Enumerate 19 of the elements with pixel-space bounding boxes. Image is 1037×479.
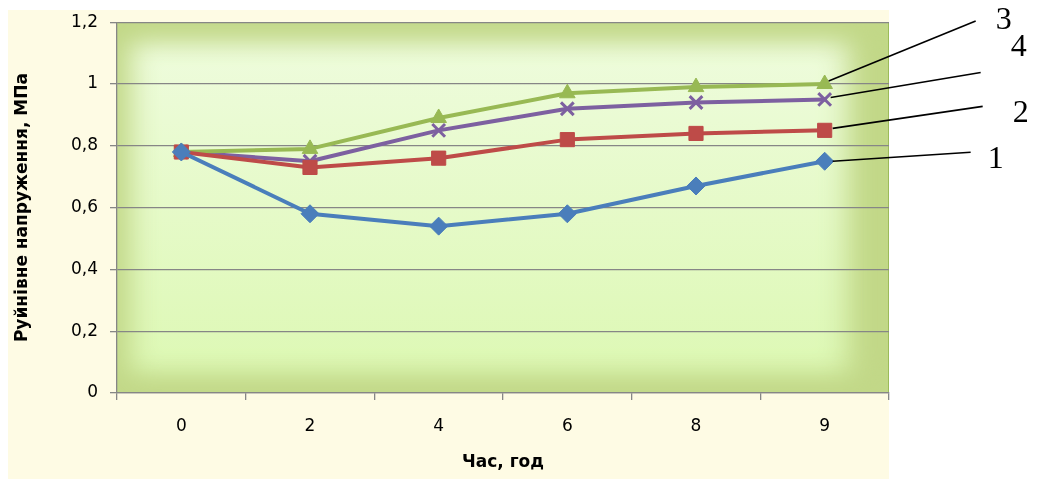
- y-tick-label: 1: [87, 72, 98, 93]
- text: 2: [1012, 92, 1029, 129]
- y-tick-label: 0,4: [70, 257, 98, 278]
- x-tick-label: 9: [819, 414, 831, 435]
- x-tick-label: 8: [690, 414, 702, 435]
- text: 4: [1010, 26, 1027, 63]
- text: 1: [987, 138, 1004, 175]
- x-axis-title: Час, год: [462, 451, 544, 472]
- x-tick-label: 4: [433, 414, 445, 435]
- text: 3: [995, 0, 1012, 37]
- y-tick-label: 0: [87, 381, 98, 402]
- y-tick-label: 1,2: [70, 10, 98, 31]
- y-tick-label: 0,2: [70, 319, 98, 340]
- x-tick-label: 2: [304, 414, 316, 435]
- x-tick-label: 0: [175, 414, 187, 435]
- x-tick-label: 6: [561, 414, 573, 435]
- y-axis-title: Руйнівне напруження, МПа: [10, 73, 31, 343]
- y-tick-label: 0,6: [70, 196, 98, 217]
- y-tick-label: 0,8: [70, 134, 98, 155]
